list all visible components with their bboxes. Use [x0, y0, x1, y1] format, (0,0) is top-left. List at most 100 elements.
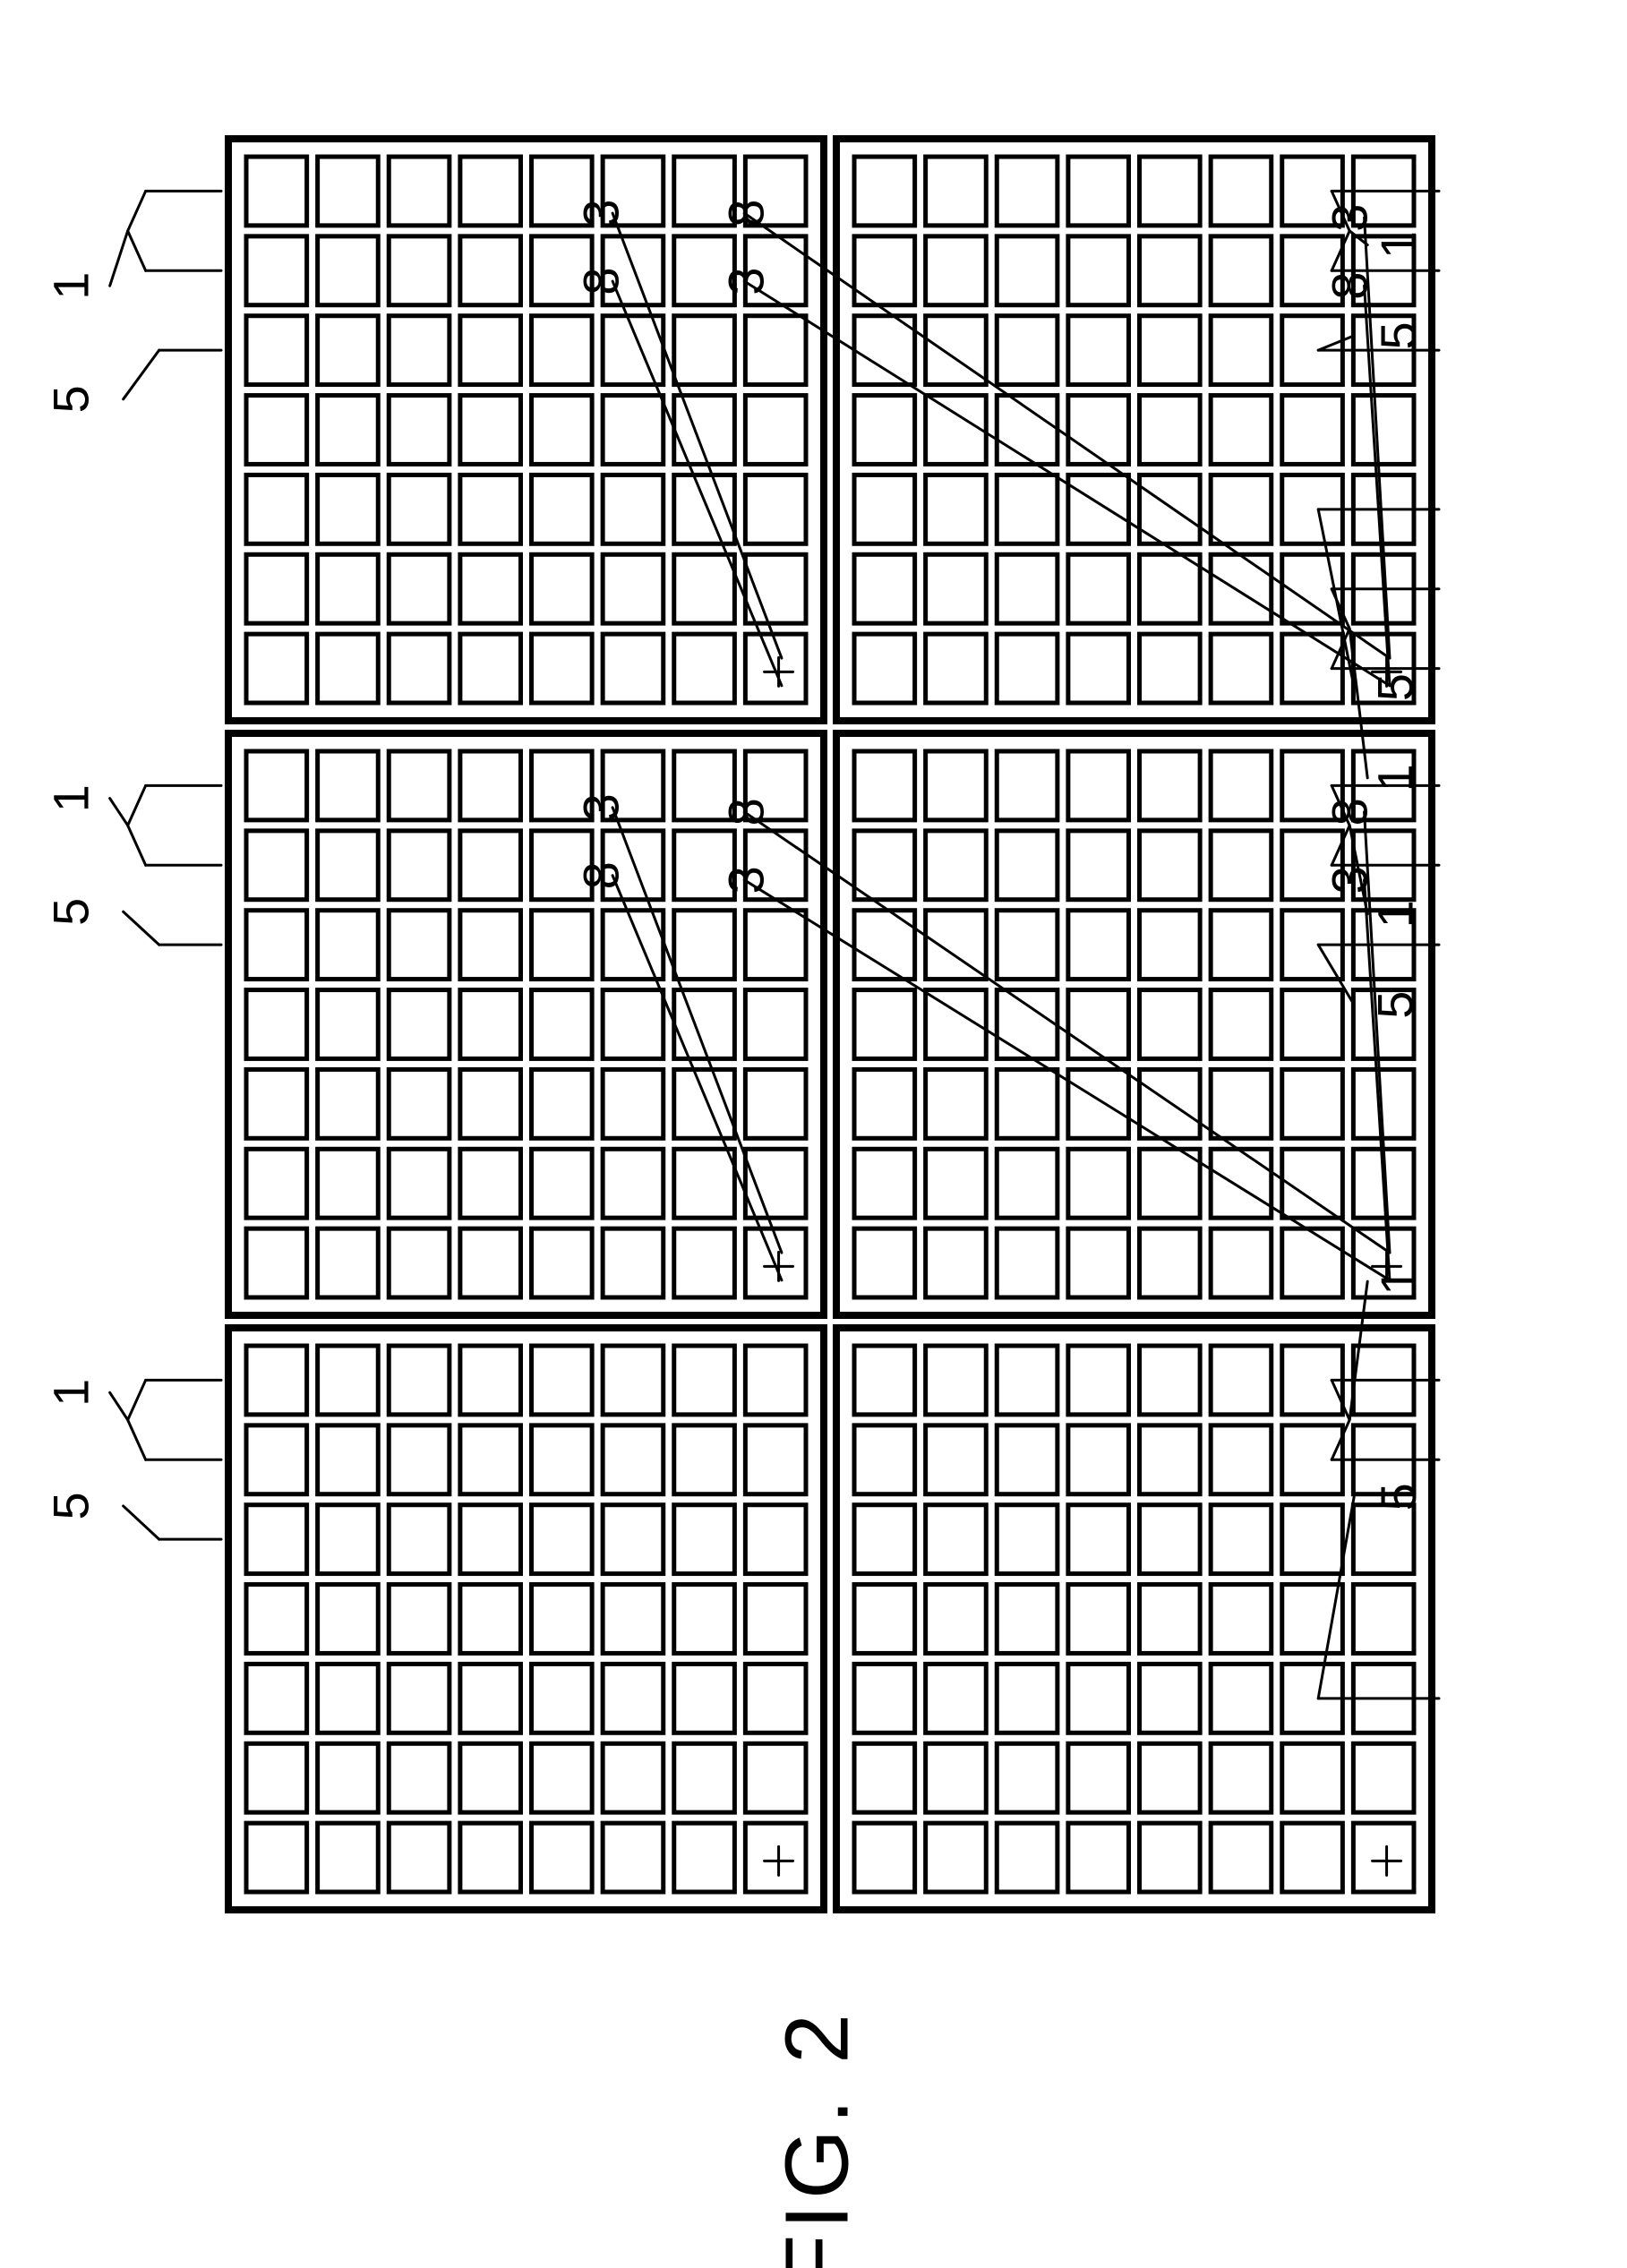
cell — [246, 1743, 307, 1812]
ref-label: 1 — [1366, 900, 1423, 928]
cell — [389, 751, 450, 820]
ref-label: 5 — [1370, 321, 1426, 349]
cell — [674, 554, 735, 623]
cell — [1211, 475, 1272, 543]
cell — [926, 831, 987, 900]
cell — [674, 911, 735, 980]
cell — [1211, 751, 1272, 820]
cell — [1211, 1228, 1272, 1297]
cell — [674, 1228, 735, 1297]
cell — [532, 1069, 593, 1138]
cell — [460, 831, 521, 900]
cell — [389, 1505, 450, 1574]
cell — [854, 554, 915, 623]
cell — [1211, 990, 1272, 1059]
cell — [1140, 236, 1201, 305]
cell — [603, 1585, 664, 1654]
cell — [997, 1228, 1058, 1297]
cell — [1068, 1823, 1129, 1892]
cell — [926, 751, 987, 820]
cell — [318, 831, 379, 900]
cell — [1140, 157, 1201, 226]
cell — [1140, 554, 1201, 623]
cell — [532, 1664, 593, 1733]
cell — [854, 1069, 915, 1138]
cell — [532, 634, 593, 703]
cell — [997, 396, 1058, 465]
cell — [389, 1425, 450, 1494]
cell — [674, 1149, 735, 1218]
cell — [389, 911, 450, 980]
cell — [926, 1823, 987, 1892]
cell — [1140, 396, 1201, 465]
cell — [1068, 1425, 1129, 1494]
cell — [1140, 316, 1201, 385]
cell — [460, 1585, 521, 1654]
cell — [460, 396, 521, 465]
cell — [926, 236, 987, 305]
cell — [603, 1505, 664, 1574]
cell — [460, 911, 521, 980]
cell — [1211, 1505, 1272, 1574]
cell — [1211, 1823, 1272, 1892]
cell — [926, 396, 987, 465]
cell — [532, 1228, 593, 1297]
cell — [246, 1585, 307, 1654]
cell — [1211, 1425, 1272, 1494]
cell — [389, 554, 450, 623]
cell — [1211, 316, 1272, 385]
cell — [1211, 157, 1272, 226]
cell — [997, 1743, 1058, 1812]
ref-label: 8 — [1322, 798, 1378, 826]
ref-label: 1 — [1370, 231, 1426, 259]
cell — [318, 1425, 379, 1494]
ref-label: 1 — [42, 1379, 98, 1407]
cell — [460, 475, 521, 543]
leader-line — [110, 231, 128, 286]
cell — [389, 1228, 450, 1297]
cell — [1140, 1664, 1201, 1733]
cell — [1140, 1149, 1201, 1218]
cell — [1068, 396, 1129, 465]
ref-label: 5 — [1366, 673, 1423, 701]
cell — [997, 236, 1058, 305]
cell — [603, 1149, 664, 1218]
cell — [1068, 475, 1129, 543]
leader-line — [1318, 336, 1354, 350]
cell — [603, 634, 664, 703]
cell — [1068, 1346, 1129, 1415]
cell — [603, 396, 664, 465]
cell — [532, 554, 593, 623]
cell — [603, 1743, 664, 1812]
cell — [532, 1823, 593, 1892]
ref-label: 3 — [1322, 204, 1378, 232]
cell — [246, 1823, 307, 1892]
cell — [1140, 831, 1201, 900]
cell — [460, 1149, 521, 1218]
cell — [745, 1823, 806, 1892]
cell — [926, 1346, 987, 1415]
cell — [460, 316, 521, 385]
cell — [460, 1743, 521, 1812]
leader-line — [128, 785, 146, 865]
cell — [997, 831, 1058, 900]
cell — [318, 1585, 379, 1654]
cell — [1353, 1505, 1414, 1574]
cell — [1211, 1149, 1272, 1218]
cell — [1068, 1149, 1129, 1218]
cell — [745, 1585, 806, 1654]
cell — [246, 157, 307, 226]
cell — [318, 396, 379, 465]
cell — [1068, 831, 1129, 900]
ref-label: 5 — [42, 1492, 98, 1519]
cell — [745, 1069, 806, 1138]
cell — [926, 1664, 987, 1733]
cell — [854, 831, 915, 900]
cell — [745, 1346, 806, 1415]
cell — [246, 831, 307, 900]
cell — [997, 1505, 1058, 1574]
cell — [246, 1069, 307, 1138]
cell — [1068, 157, 1129, 226]
cell — [854, 475, 915, 543]
cell — [318, 1823, 379, 1892]
